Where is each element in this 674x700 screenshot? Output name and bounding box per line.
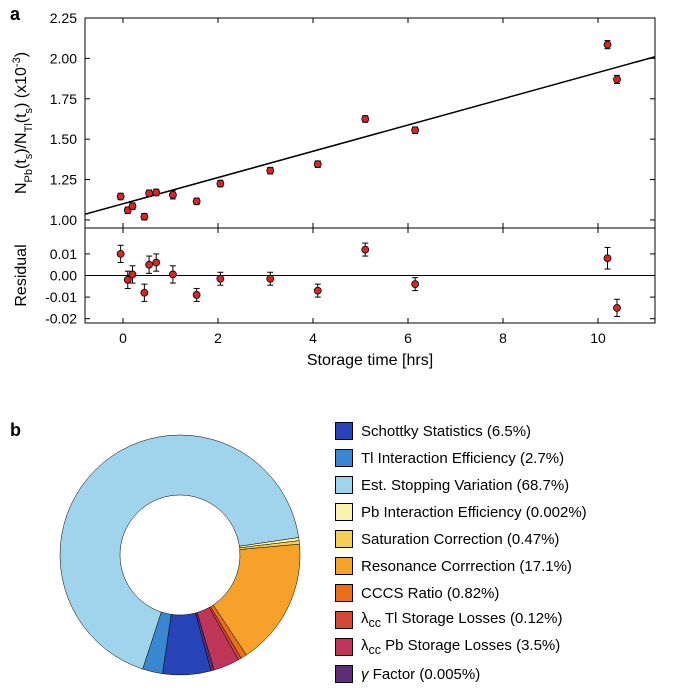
data-point	[267, 275, 274, 282]
panel-b-donut	[0, 400, 350, 700]
legend-label: Resonance Corrrection (17.1%)	[361, 558, 572, 575]
legend-item: Pb Interaction Efficiency (0.002%)	[335, 501, 587, 523]
data-point	[146, 261, 153, 268]
ytick-label: -0.02	[45, 311, 77, 327]
data-point	[314, 161, 321, 168]
panel-a-chart: 1.00 1.25 1.50 1.75 2.00 2.25 -0.02 -0.01 0.00 0.…	[0, 0, 674, 370]
data-point	[604, 255, 611, 262]
xtick-label: 0	[119, 330, 127, 346]
legend-swatch	[335, 530, 353, 548]
xlabel: Storage time [hrs]	[307, 352, 433, 369]
figure: a b 1.001.251.501.752.002.25-0.02-0.010.…	[0, 0, 674, 688]
legend-item: Tl Interaction Efficiency (2.7%)	[335, 447, 587, 469]
legend-label: γ Factor (0.005%)	[361, 666, 480, 683]
ytick-label: 1.75	[50, 91, 77, 107]
data-point	[153, 189, 160, 196]
legend-label: CCCS Ratio (0.82%)	[361, 585, 499, 602]
data-point	[217, 180, 224, 187]
data-point	[153, 259, 160, 266]
data-point	[362, 115, 369, 122]
legend-label: Schottky Statistics (6.5%)	[361, 423, 531, 440]
legend-swatch	[335, 611, 353, 629]
ytick-label: 0.01	[50, 246, 77, 262]
legend-label: Tl Interaction Efficiency (2.7%)	[361, 450, 564, 467]
data-point	[267, 167, 274, 174]
legend-label: Pb Interaction Efficiency (0.002%)	[361, 504, 587, 521]
xtick-label: 2	[214, 330, 222, 346]
ytick-label: 2.00	[50, 50, 77, 66]
data-point	[193, 291, 200, 298]
ytick-label: 1.50	[50, 131, 77, 147]
legend-item: λcc Tl Storage Losses (0.12%)	[335, 609, 587, 631]
legend-swatch	[335, 476, 353, 494]
ytick-label: 2.25	[50, 10, 77, 26]
data-point	[129, 203, 136, 210]
xtick-label: 10	[590, 330, 606, 346]
ytick-label: 1.25	[50, 172, 77, 188]
data-point	[614, 304, 621, 311]
legend-swatch	[335, 557, 353, 575]
legend-label: λcc Tl Storage Losses (0.12%)	[361, 610, 562, 630]
data-point	[604, 41, 611, 48]
legend-swatch	[335, 638, 353, 656]
data-point	[117, 193, 124, 200]
legend-label: λcc Pb Storage Losses (3.5%)	[361, 637, 560, 657]
legend-label: Saturation Correction (0.47%)	[361, 531, 559, 548]
data-point	[141, 213, 148, 220]
data-point	[146, 190, 153, 197]
data-point	[362, 246, 369, 253]
xtick-label: 8	[499, 330, 507, 346]
xtick-label: 6	[404, 330, 412, 346]
legend-swatch	[335, 584, 353, 602]
legend-item: Resonance Corrrection (17.1%)	[335, 555, 587, 577]
legend-item: Saturation Correction (0.47%)	[335, 528, 587, 550]
legend-item: Schottky Statistics (6.5%)	[335, 420, 587, 442]
donut-legend: Schottky Statistics (6.5%) Tl Interaction…	[335, 420, 587, 690]
data-point	[412, 281, 419, 288]
data-point	[141, 289, 148, 296]
ylabel-residual: Residual	[13, 244, 30, 306]
ytick-label: 1.00	[50, 212, 77, 228]
legend-swatch	[335, 449, 353, 467]
data-point	[217, 275, 224, 282]
ytick-label: -0.01	[45, 289, 77, 305]
data-point	[614, 76, 621, 83]
legend-swatch	[335, 665, 353, 683]
data-point	[314, 287, 321, 294]
data-point	[193, 198, 200, 205]
data-point	[412, 127, 419, 134]
legend-swatch	[335, 422, 353, 440]
legend-item: Est. Stopping Variation (68.7%)	[335, 474, 587, 496]
legend-item: CCCS Ratio (0.82%)	[335, 582, 587, 604]
data-point	[129, 271, 136, 278]
legend-item: γ Factor (0.005%)	[335, 663, 587, 685]
legend-item: λcc Pb Storage Losses (3.5%)	[335, 636, 587, 658]
ylabel-main: NPb(ts)/NTl(ts) (x10-3)	[11, 52, 35, 194]
data-point	[169, 271, 176, 278]
xtick-label: 4	[309, 330, 317, 346]
legend-label: Est. Stopping Variation (68.7%)	[361, 477, 569, 494]
legend-swatch	[335, 503, 353, 521]
data-point	[117, 250, 124, 257]
data-point	[169, 191, 176, 198]
ytick-label: 0.00	[50, 268, 77, 284]
